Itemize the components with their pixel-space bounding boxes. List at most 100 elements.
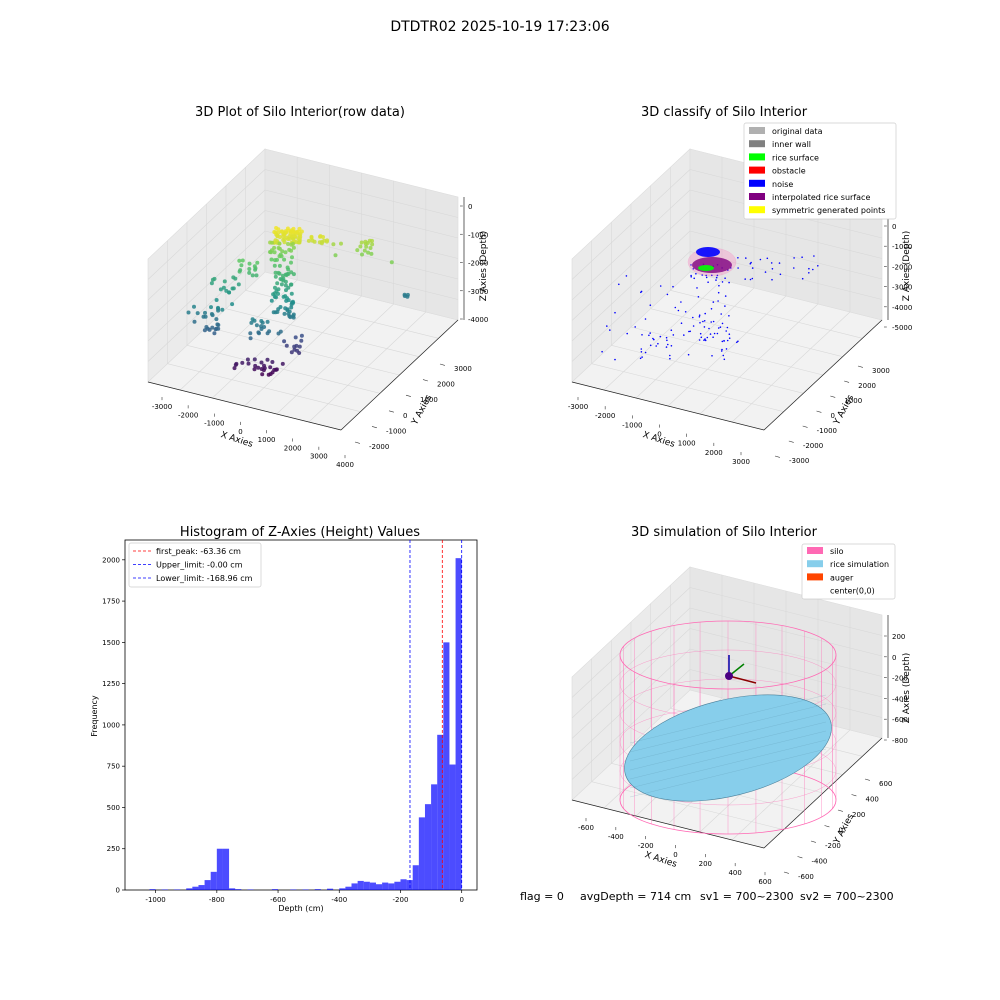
- scatter-point: [292, 233, 297, 238]
- scatter-point: [254, 323, 259, 328]
- histogram-bar: [216, 848, 223, 890]
- panel1-zlabel: Z Axies (Depth): [479, 231, 489, 302]
- scatter-point: [250, 273, 255, 278]
- scatter-point: [237, 269, 242, 274]
- panel4-ylabel: Y Axies: [832, 812, 857, 847]
- tick-label: -800: [892, 737, 908, 745]
- histogram-bar: [394, 881, 401, 890]
- tick-label: 0: [468, 203, 472, 211]
- noise-point: [684, 311, 687, 313]
- histogram-yticks: 0 250 500 750 1000 1250 1500 1750 2000: [102, 556, 125, 895]
- noise-point: [725, 348, 728, 350]
- tick-mark: [816, 410, 822, 413]
- noise-point: [692, 268, 695, 270]
- center-marker: [725, 672, 733, 680]
- scatter-point: [245, 357, 250, 362]
- noise-point: [640, 351, 643, 353]
- scatter-point: [297, 344, 302, 349]
- scatter-point: [273, 274, 278, 279]
- scatter-point: [247, 267, 252, 271]
- scatter-point: [203, 310, 207, 315]
- noise-point: [808, 272, 810, 274]
- noise-point: [712, 301, 715, 303]
- tick-mark: [797, 856, 803, 859]
- scatter-point: [268, 250, 272, 254]
- legend-label: center(0,0): [830, 587, 875, 596]
- legend-swatch: [749, 153, 765, 161]
- noise-point: [644, 351, 647, 354]
- noise-point: [737, 340, 739, 343]
- scatter-point: [365, 241, 370, 245]
- tick-label: 0: [657, 431, 661, 439]
- histogram-bar: [186, 888, 193, 890]
- histogram-bar: [431, 784, 438, 890]
- scatter-point: [282, 339, 287, 344]
- noise-point: [725, 330, 727, 332]
- noise-point: [705, 276, 708, 279]
- noise-point: [706, 336, 709, 339]
- noise-point: [649, 304, 652, 307]
- noise-point: [698, 339, 701, 341]
- noise-point: [648, 334, 650, 337]
- noise-point: [712, 320, 715, 323]
- tick-label: 200: [852, 811, 865, 819]
- legend-swatch: [749, 166, 765, 174]
- tick-label: -1000: [892, 243, 912, 251]
- panel4-legend: silo rice simulation auger center(0,0): [801, 543, 896, 600]
- tick-label: 200: [699, 860, 712, 868]
- noise-point: [701, 274, 703, 276]
- scatter-point: [212, 276, 217, 281]
- legend-swatch: [749, 206, 765, 214]
- footer-sv1: sv1 = 700~2300: [700, 890, 794, 903]
- panel2-zlabel: Z Axies (Depth): [902, 231, 912, 302]
- x-axis-line: [571, 799, 765, 849]
- scatter-point: [296, 240, 301, 245]
- noise-point: [728, 315, 730, 317]
- scatter-point: [231, 275, 236, 280]
- scatter-point: [370, 238, 374, 243]
- legend-label: silo: [830, 547, 844, 556]
- noise-point: [720, 313, 722, 315]
- histogram-bar: [443, 642, 450, 890]
- figure-suptitle: DTDTR02 2025-10-19 17:23:06: [390, 19, 609, 35]
- noise-point: [722, 354, 725, 357]
- scatter-point: [204, 325, 209, 329]
- tick-label: 2000: [858, 382, 876, 390]
- noise-point: [641, 356, 643, 358]
- tick-label: 600: [758, 878, 771, 886]
- noise-point: [723, 340, 725, 342]
- tick-label: 1750: [102, 598, 120, 606]
- scatter-point: [289, 305, 294, 310]
- scatter-point: [321, 235, 325, 239]
- legend-label: auger: [830, 573, 854, 582]
- legend-label: obstacle: [772, 167, 806, 176]
- noise-point: [674, 306, 677, 309]
- noise-point: [672, 285, 674, 288]
- scatter-point: [209, 281, 214, 286]
- tick-mark: [864, 778, 870, 781]
- rice-mesh-line: [629, 703, 827, 753]
- tick-label: -1000: [622, 421, 642, 429]
- scatter-point: [402, 294, 407, 298]
- noise-point: [649, 332, 651, 334]
- scatter-point: [236, 282, 241, 287]
- legend-label: rice simulation: [830, 560, 889, 569]
- scatter-point: [291, 237, 296, 242]
- scatter-point: [284, 273, 289, 277]
- scatter-point: [265, 331, 270, 336]
- noise-point: [699, 322, 701, 324]
- tick-label: 0: [459, 896, 463, 904]
- panel1-xlabel: X Axies: [219, 430, 254, 450]
- noise-point: [614, 358, 616, 361]
- noise-point: [715, 279, 717, 281]
- histogram-bar: [229, 888, 236, 890]
- scatter-point: [269, 298, 274, 303]
- panel2-title: 3D classify of Silo Interior: [641, 105, 808, 120]
- scatter-point: [277, 235, 282, 239]
- scatter-point: [272, 250, 277, 255]
- panel2-xticks: -3000 -2000 -1000 0 1000 2000 3000: [568, 397, 750, 466]
- noise-point: [666, 339, 668, 342]
- noise-point: [708, 327, 710, 330]
- histogram-bar: [302, 889, 309, 890]
- tick-label: -1000: [204, 420, 224, 428]
